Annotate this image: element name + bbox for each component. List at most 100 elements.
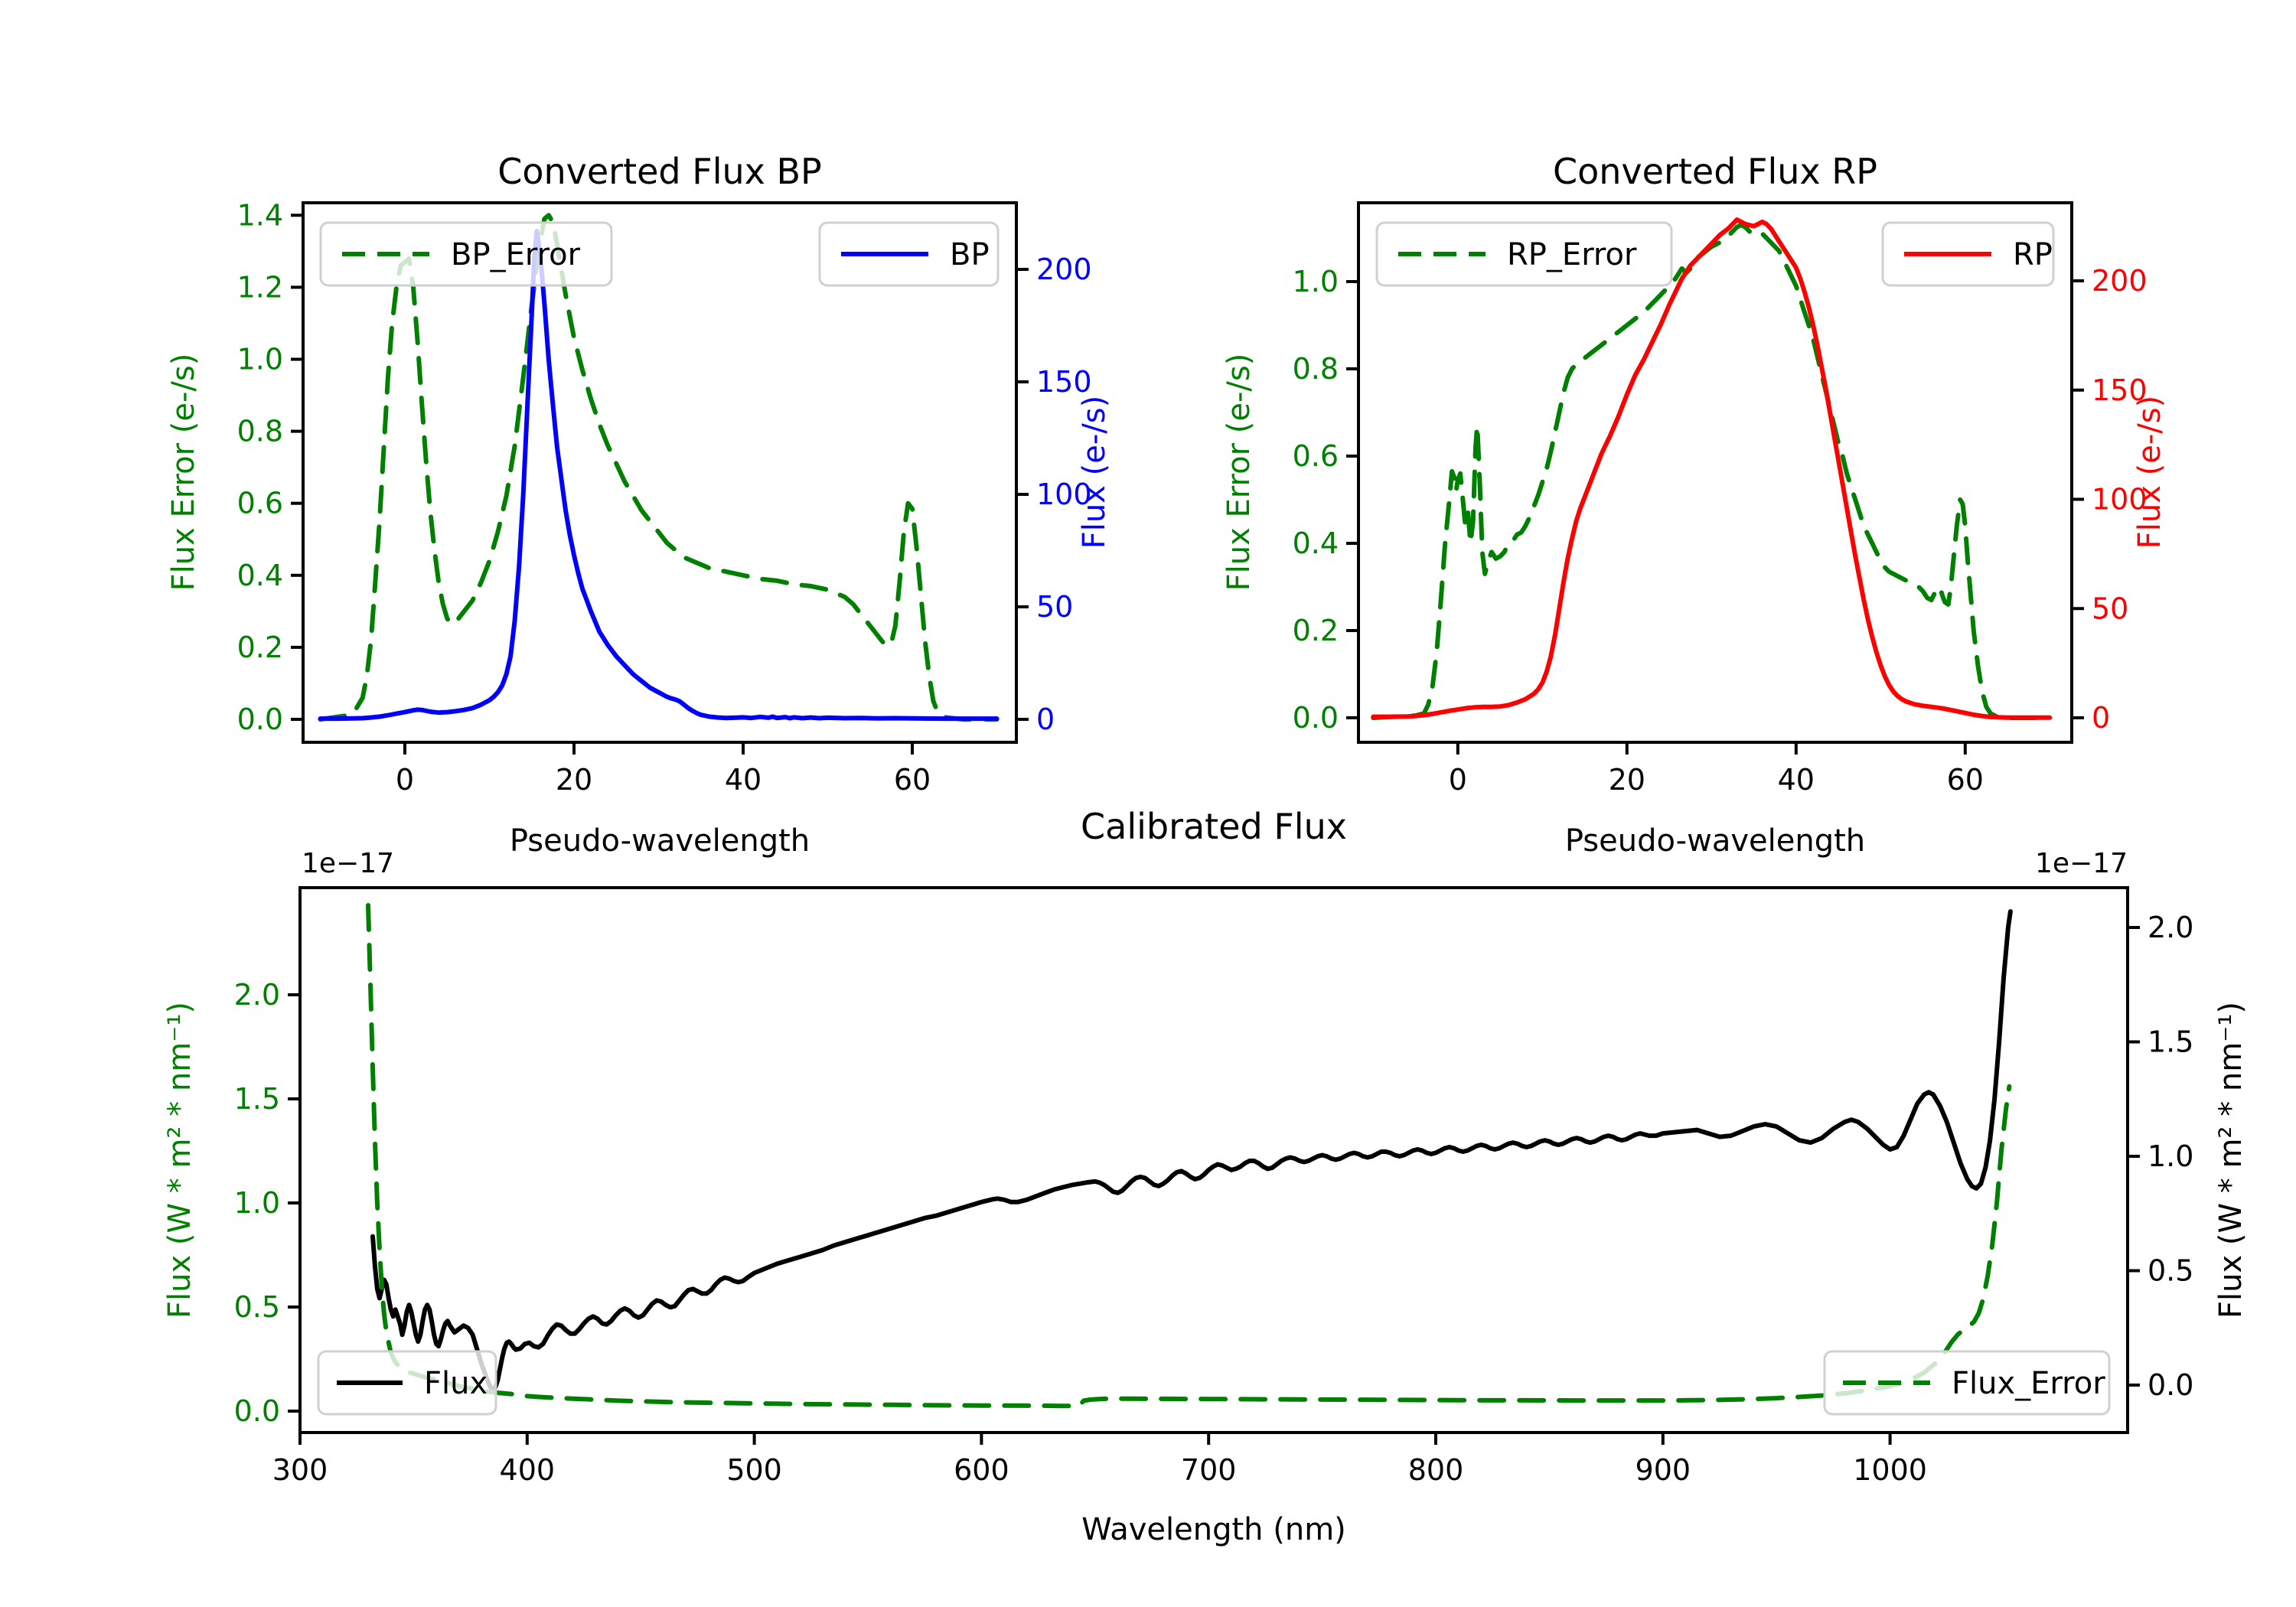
y-tick-label-right: 150 <box>2092 373 2148 407</box>
y-tick-label-left: 1.0 <box>237 343 283 376</box>
series-BP <box>318 229 1000 722</box>
y-tick-label-right: 0.0 <box>2148 1368 2193 1402</box>
x-tick-label: 40 <box>1778 763 1815 797</box>
legend-rp-error: RP_Error <box>1375 221 1673 287</box>
x-tick-label: 0 <box>1449 763 1467 797</box>
legend-label: Flux_Error <box>1952 1366 2105 1401</box>
legend-label: BP <box>950 237 990 272</box>
plot-area <box>366 903 2013 1409</box>
series-RP <box>1371 217 2053 720</box>
y-tick-label-left: 2.0 <box>234 978 280 1012</box>
y-axis-label-left: Flux Error (e-/s) <box>1221 354 1257 592</box>
x-tick-label: 20 <box>1609 763 1645 797</box>
y-tick-label-right: 200 <box>1036 253 1092 286</box>
series-RP_Error <box>1371 222 2053 720</box>
series-BP_Error <box>318 213 1000 722</box>
y-tick-label-right: 1.5 <box>2148 1025 2193 1059</box>
x-tick-label: 60 <box>894 763 931 797</box>
y-tick-label-right: 50 <box>1036 590 1073 624</box>
legend-flux: Flux <box>317 1350 497 1416</box>
legend-label: Flux <box>424 1366 488 1401</box>
axes-spines <box>1357 201 2073 744</box>
legend-bp: BP <box>818 221 1000 287</box>
legend-bp-error: BP_Error <box>319 221 613 287</box>
y-axis-label-right: Flux (W * m² * nm⁻¹) <box>2213 1002 2249 1319</box>
legend-box <box>1823 1350 2111 1416</box>
y-tick-label-left: 0.6 <box>1293 439 1339 473</box>
y-tick-label-right: 2.0 <box>2148 911 2193 944</box>
y-axis-label-right: Flux (e-/s) <box>2132 396 2167 549</box>
plot-title: Calibrated Flux <box>1081 806 1347 847</box>
series-Flux_Error <box>366 903 2012 1409</box>
legend-box <box>317 1350 497 1416</box>
y-tick-label-right: 0 <box>1036 702 1055 736</box>
axes-frame: 300 400 500 600 700 800 900 1000 0.0 0.5 1.0 1.5 2.0… <box>234 886 2193 1487</box>
axes-frame: 0 20 40 60 0.0 0.2 0.4 0.6 0.8 1.0 0 50 100 150 200 <box>1293 201 2148 797</box>
x-tick-label: 400 <box>500 1453 556 1487</box>
y-tick-label-right: 100 <box>1036 478 1092 511</box>
y-tick-label-right: 50 <box>2092 592 2128 625</box>
x-tick-label: 900 <box>1636 1453 1691 1487</box>
x-tick-label: 300 <box>272 1453 328 1487</box>
x-tick-label: 800 <box>1408 1453 1464 1487</box>
x-tick-label: 0 <box>396 763 414 797</box>
legend-label: RP <box>2013 237 2053 272</box>
x-tick-label: 20 <box>556 763 592 797</box>
y-tick-label-left: 1.4 <box>237 198 283 232</box>
axes-spines <box>302 201 1018 744</box>
y-tick-label-right: 150 <box>1036 365 1092 399</box>
plot-area <box>1371 217 2053 720</box>
y-tick-label-right: 1.0 <box>2148 1139 2193 1173</box>
series-Flux <box>370 909 2013 1392</box>
legend-label: BP_Error <box>451 237 581 272</box>
y-tick-label-left: 0.4 <box>1293 526 1339 560</box>
y-tick-label-left: 0.0 <box>234 1394 280 1428</box>
axis-offset-label-left: 1e−17 <box>302 848 394 879</box>
axes-spines <box>298 886 2129 1434</box>
y-tick-label-left: 1.0 <box>234 1186 280 1220</box>
x-tick-label: 600 <box>954 1453 1009 1487</box>
x-tick-label: 700 <box>1181 1453 1237 1487</box>
y-tick-label-left: 0.0 <box>237 702 283 736</box>
legend-rp: RP <box>1881 221 2055 287</box>
legend-box <box>1375 221 1673 287</box>
y-tick-label-right: 0 <box>2092 701 2110 735</box>
y-tick-label-right: 200 <box>2092 264 2148 298</box>
y-tick-label-left: 0.5 <box>234 1290 280 1324</box>
y-axis-label-left: Flux (W * m² * nm⁻¹) <box>162 1002 197 1319</box>
y-axis-label-right: Flux (e-/s) <box>1077 396 1112 549</box>
legend-box <box>319 221 613 287</box>
y-tick-label-left: 0.2 <box>237 631 283 664</box>
y-tick-label-left: 0.6 <box>237 487 283 520</box>
subplot-converted-flux-rp: 0 20 40 60 0.0 0.2 0.4 0.6 0.8 1.0 0 50 100 150 200 Co… <box>1221 151 2167 859</box>
legend-label: RP_Error <box>1507 237 1637 272</box>
x-axis-label: Pseudo-wavelength <box>510 823 810 859</box>
x-tick-label: 40 <box>725 763 762 797</box>
y-tick-label-right: 0.5 <box>2148 1254 2193 1288</box>
subplot-converted-flux-bp: 0 20 40 60 0.0 0.2 0.4 0.6 0.8 1.0 1.2 1.4 0 50 100 150… <box>166 151 1112 859</box>
legend-flux-error: Flux_Error <box>1823 1350 2111 1416</box>
x-tick-label: 500 <box>726 1453 782 1487</box>
y-tick-label-left: 1.0 <box>1293 265 1339 298</box>
y-tick-label-left: 1.2 <box>237 270 283 304</box>
x-tick-label: 60 <box>1947 763 1984 797</box>
subplot-calibrated-flux: 300 400 500 600 700 800 900 1000 0.0 0.5 1.0 1.5 2.0… <box>162 806 2249 1547</box>
x-axis-label: Wavelength (nm) <box>1081 1512 1346 1547</box>
x-tick-label: 1000 <box>1853 1453 1927 1487</box>
axis-offset-label-right: 1e−17 <box>2035 848 2128 879</box>
x-axis-label: Pseudo-wavelength <box>1565 823 1865 859</box>
plot-title: Converted Flux RP <box>1553 151 1877 192</box>
y-tick-label-left: 0.8 <box>237 415 283 448</box>
axes-frame: 0 20 40 60 0.0 0.2 0.4 0.6 0.8 1.0 1.2 1.4 0 50 100 150… <box>237 198 1092 797</box>
y-tick-label-left: 1.5 <box>234 1082 280 1116</box>
plot-area <box>318 213 1000 722</box>
y-tick-label-left: 0.2 <box>1293 614 1339 647</box>
y-tick-label-right: 100 <box>2092 483 2148 517</box>
y-tick-label-left: 0.0 <box>1293 701 1339 735</box>
y-tick-label-left: 0.8 <box>1293 352 1339 386</box>
plot-title: Converted Flux BP <box>497 151 822 192</box>
y-tick-label-left: 0.4 <box>237 559 283 592</box>
y-axis-label-left: Flux Error (e-/s) <box>166 354 201 592</box>
